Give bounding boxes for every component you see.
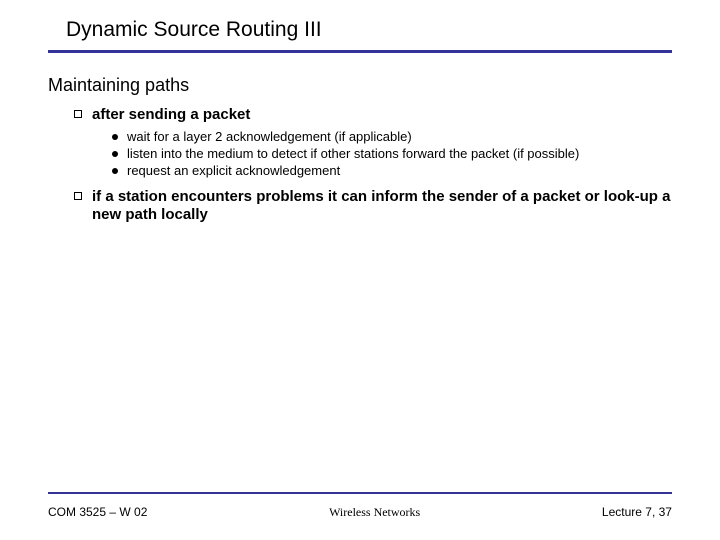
- sub-bullet-row: wait for a layer 2 acknowledgement (if a…: [112, 129, 672, 145]
- slide-subtitle: Maintaining paths: [48, 75, 672, 96]
- sub-bullet-row: request an explicit acknowledgement: [112, 163, 672, 179]
- disc-bullet-icon: [112, 151, 118, 157]
- disc-bullet-icon: [112, 168, 118, 174]
- square-bullet-icon: [74, 110, 82, 118]
- sub-bullet-2-text: listen into the medium to detect if othe…: [127, 146, 579, 162]
- sub-bullet-1-text: wait for a layer 2 acknowledgement (if a…: [127, 129, 412, 145]
- bullet-1-label: after sending a packet: [92, 106, 250, 125]
- square-bullet-icon: [74, 192, 82, 200]
- footer-left: COM 3525 – W 02: [48, 505, 147, 520]
- footer-underline: [48, 492, 672, 494]
- slide-title: Dynamic Source Routing III: [48, 18, 672, 48]
- sub-bullet-row: listen into the medium to detect if othe…: [112, 146, 672, 162]
- bullet-row: after sending a packet: [74, 106, 672, 125]
- bullet-2-label: if a station encounters problems it can …: [92, 188, 672, 226]
- footer-center: Wireless Networks: [329, 505, 420, 520]
- slide-container: Dynamic Source Routing III Maintaining p…: [0, 0, 720, 540]
- disc-bullet-icon: [112, 134, 118, 140]
- sub-bullet-list-1: wait for a layer 2 acknowledgement (if a…: [112, 129, 672, 180]
- bullet-item-1: after sending a packet: [74, 106, 672, 125]
- footer-right: Lecture 7, 37: [602, 505, 672, 520]
- bullet-row: if a station encounters problems it can …: [74, 188, 672, 226]
- sub-bullet-3-text: request an explicit acknowledgement: [127, 163, 340, 179]
- title-underline: [48, 50, 672, 53]
- bullet-item-2: if a station encounters problems it can …: [74, 188, 672, 226]
- footer: COM 3525 – W 02 Wireless Networks Lectur…: [48, 505, 672, 520]
